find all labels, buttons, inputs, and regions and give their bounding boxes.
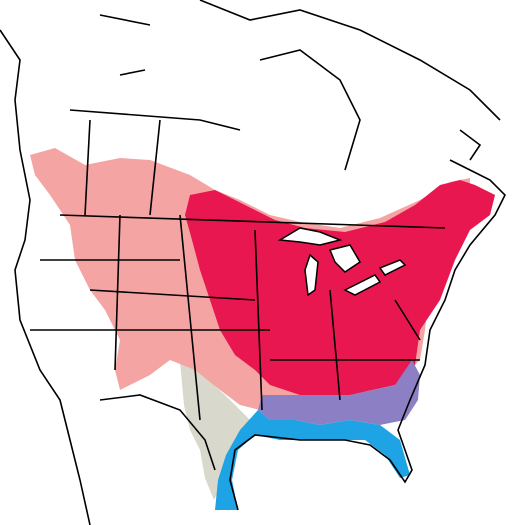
- outlines: [0, 0, 506, 525]
- range-purple: [258, 360, 420, 425]
- range-blue: [215, 410, 410, 510]
- range-red: [185, 180, 495, 395]
- great-lakes: [277, 227, 407, 297]
